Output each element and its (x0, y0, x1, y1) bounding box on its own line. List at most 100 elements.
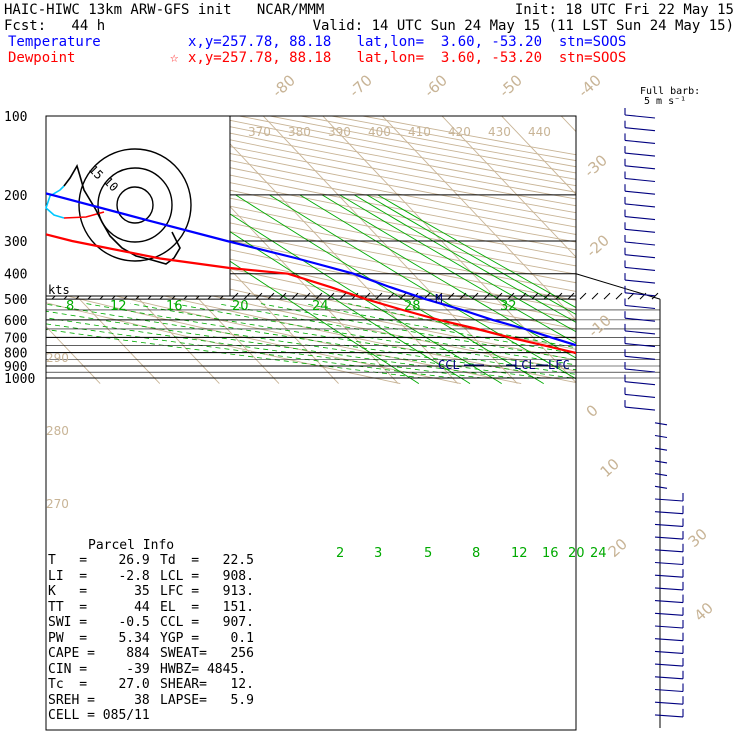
wind-barb (624, 177, 656, 183)
wind-barb (654, 714, 684, 718)
parcel-info-left-value: TT = 44 (48, 599, 150, 615)
parcel-info-row: LI = -2.8 LCL = 908. (48, 569, 254, 585)
parcel-info-right-value: LCL = 908. (160, 568, 254, 584)
dry-adiabat-line (46, 120, 576, 228)
mixing-ratio-label: 12 (511, 546, 528, 561)
wind-barb (654, 485, 668, 489)
parcel-info-left-value: Tc = 27.0 (48, 677, 150, 692)
mixing-ratio-line (366, 194, 576, 315)
parcel-info-left-value: T = 26.9 (48, 553, 150, 568)
isotherm-line (441, 116, 576, 258)
wind-barb (654, 587, 684, 591)
wind-barb (624, 355, 656, 360)
parcel-info-row: CIN = -39 HWBZ= 4845. (48, 661, 246, 678)
parcel-info-row: T = 26.9 Td = 22.5 (48, 553, 254, 569)
wind-barb (624, 254, 656, 259)
pressure-tick-label: 500 (4, 293, 27, 308)
isotherm-label: -70 (346, 71, 376, 101)
hodograph-ring (97, 167, 173, 243)
parcel-info-right-value: Td = 22.5 (160, 553, 254, 568)
theta-label: 380 (288, 125, 311, 139)
pressure-tick-label: 300 (4, 235, 27, 250)
isotherm-label: -30 (581, 151, 611, 181)
mixing-ratio-label: 32 (500, 299, 517, 314)
isotherm-label: -10 (585, 311, 615, 341)
parcel-info-row: SREH = 38 LAPSE= 5.9 (48, 693, 254, 709)
pressure-tick-label: 700 (4, 331, 27, 346)
wind-barb (624, 203, 656, 208)
wind-barb (624, 114, 656, 119)
wind-barb (654, 600, 684, 604)
parcel-info-right-value: CCL = 907. (160, 615, 254, 630)
header-init: Init: 18 UTC Fri 22 May 15 (514, 2, 734, 18)
level-hatch-mark (603, 292, 611, 300)
pressure-tick-label: 800 (4, 347, 27, 362)
lfc-label: LFC (548, 358, 570, 372)
wind-barb (624, 139, 656, 144)
pressure-tick-label: 100 (4, 110, 27, 125)
dewpoint-legend-info: x,y=257.78, 88.18 lat,lon= 3.60, -53.20 … (188, 50, 627, 66)
parcel-info-rows: T = 26.9 Td = 22.5 LI = -2.8 LCL = 908. K = … (48, 553, 254, 724)
moist-adiabat-line (348, 303, 576, 349)
dry-adiabat-line (46, 157, 576, 267)
parcel-info-left-value: CIN = -39 (48, 661, 150, 677)
dry-adiabat-line (46, 226, 576, 340)
parcel-info-panel: Parcel Info T = 26.9 Td = 22.5 LI = -2.8 LC… (48, 538, 254, 724)
isotherm-line (382, 116, 576, 321)
temperature-legend-label: Temperature (8, 34, 101, 50)
parcel-info-right-value: YGP = 0.1 (160, 630, 254, 646)
isotherm-label: -50 (496, 71, 526, 101)
dry-adiabat-line (46, 290, 461, 385)
hodograph-unit-label: kts (48, 283, 70, 297)
theta-label: 410 (408, 125, 431, 139)
dewpoint-star-icon: ☆ (170, 50, 179, 66)
dry-adiabat-line (46, 134, 576, 243)
parcel-info-right-value: LFC = 913. (160, 584, 254, 599)
level-hatch-mark (579, 292, 587, 300)
parcel-info-row: SWI = -0.5 CCL = 907. (48, 615, 254, 631)
wind-barb (624, 165, 656, 170)
barb-legend-line2: 5 m s⁻¹ (644, 96, 687, 107)
isotherm-label: -20 (583, 231, 613, 261)
wind-barb (654, 460, 668, 464)
parcel-info-row: TT = 44 EL = 151. (48, 599, 254, 616)
dry-adiabat-line (46, 142, 576, 251)
temperature-line (46, 192, 576, 347)
theta-label: 400 (368, 125, 391, 139)
parcel-info-row: CELL = 085/11 (48, 708, 240, 724)
wind-barb (624, 292, 656, 297)
wind-barb (624, 330, 656, 335)
hodograph-trace-black (63, 164, 181, 265)
wind-barb (654, 549, 684, 553)
isotherm-label: 20 (605, 535, 631, 561)
theta-label: 290 (46, 351, 69, 365)
dry-adiabat-line (46, 173, 576, 284)
header-line1-left: HAIC-HIWC 13km ARW-GFS init NCAR/MMM (4, 2, 325, 18)
isotherm-label: -60 (421, 71, 451, 101)
wind-barb (624, 127, 656, 132)
isotherm-line (322, 116, 576, 384)
mixing-ratio-label: 2 (336, 546, 344, 561)
isotherm-label: 30 (685, 525, 711, 551)
parcel-info-left-value: SWI = -0.5 (48, 615, 150, 630)
wind-barb (654, 650, 684, 654)
hodograph-trace-cyan (45, 185, 65, 219)
mixing-ratio-label: 12 (110, 299, 127, 314)
lcl-label: LCL (514, 358, 536, 372)
temperature-legend-info: x,y=257.78, 88.18 lat,lon= 3.60, -53.20 … (188, 34, 627, 50)
mixing-ratio-line (321, 194, 576, 344)
wind-barb (654, 434, 668, 439)
dry-adiabat-line (46, 181, 576, 292)
parcel-info-right-value: HWBZ= 4845. (160, 661, 247, 677)
isotherm-label: 0 (583, 401, 602, 421)
header-line2-left: Fcst: 44 h (4, 18, 106, 34)
isotherm-line (501, 116, 576, 195)
wind-barbs (624, 108, 684, 718)
level-hatch-mark (651, 292, 659, 300)
hodograph-ring (116, 186, 154, 224)
level-hatch-mark (615, 292, 623, 300)
mixing-ratio-label: 16 (166, 299, 183, 314)
parcel-info-left-value: PW = 5.34 (48, 630, 150, 646)
wind-barb (654, 473, 668, 477)
dry-adiabat-line (270, 116, 576, 174)
